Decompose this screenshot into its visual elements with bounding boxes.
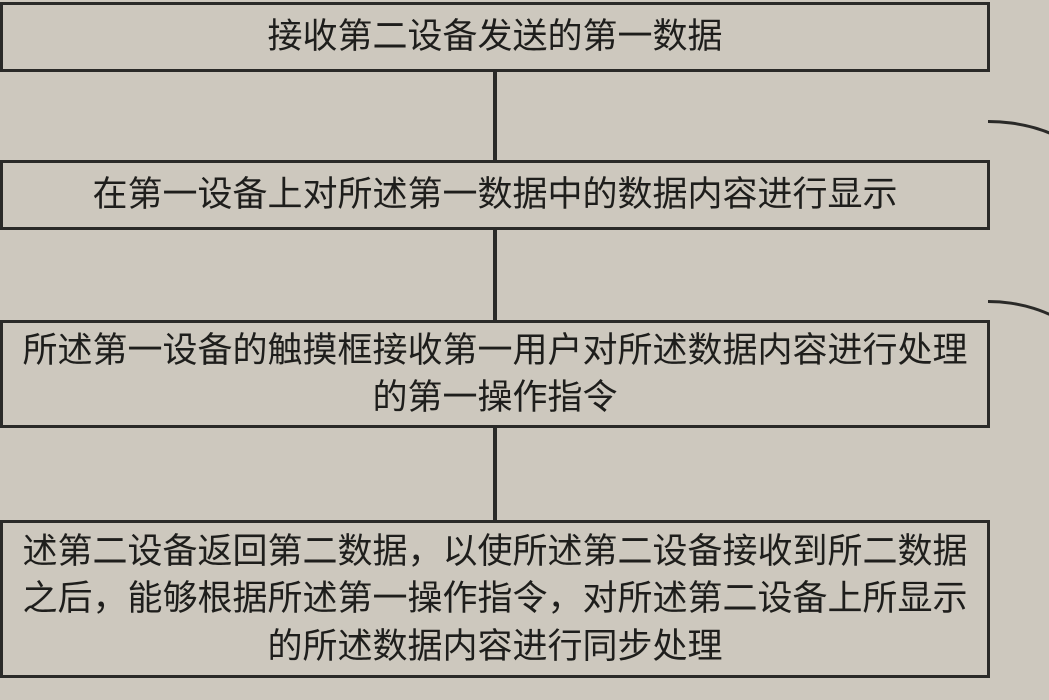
connector-curve-1	[988, 0, 1049, 40]
flow-edge-2-3	[493, 230, 497, 320]
flow-node-4: 述第二设备返回第二数据，以使所述第二设备接收到所二数据之后，能够根据所述第一操作…	[0, 520, 990, 678]
flow-edge-3-4	[493, 428, 497, 520]
flowchart-canvas: 接收第二设备发送的第一数据 在第一设备上对所述第一数据中的数据内容进行显示 所述…	[0, 0, 1049, 700]
flow-edge-1-2	[493, 72, 497, 160]
connector-curve-2	[988, 120, 1049, 200]
flow-node-3: 所述第一设备的触摸框接收第一用户对所述数据内容进行处理的第一操作指令	[0, 320, 990, 428]
flow-node-2: 在第一设备上对所述第一数据中的数据内容进行显示	[0, 160, 990, 230]
flow-node-1: 接收第二设备发送的第一数据	[0, 2, 990, 72]
connector-curve-3	[988, 300, 1049, 390]
